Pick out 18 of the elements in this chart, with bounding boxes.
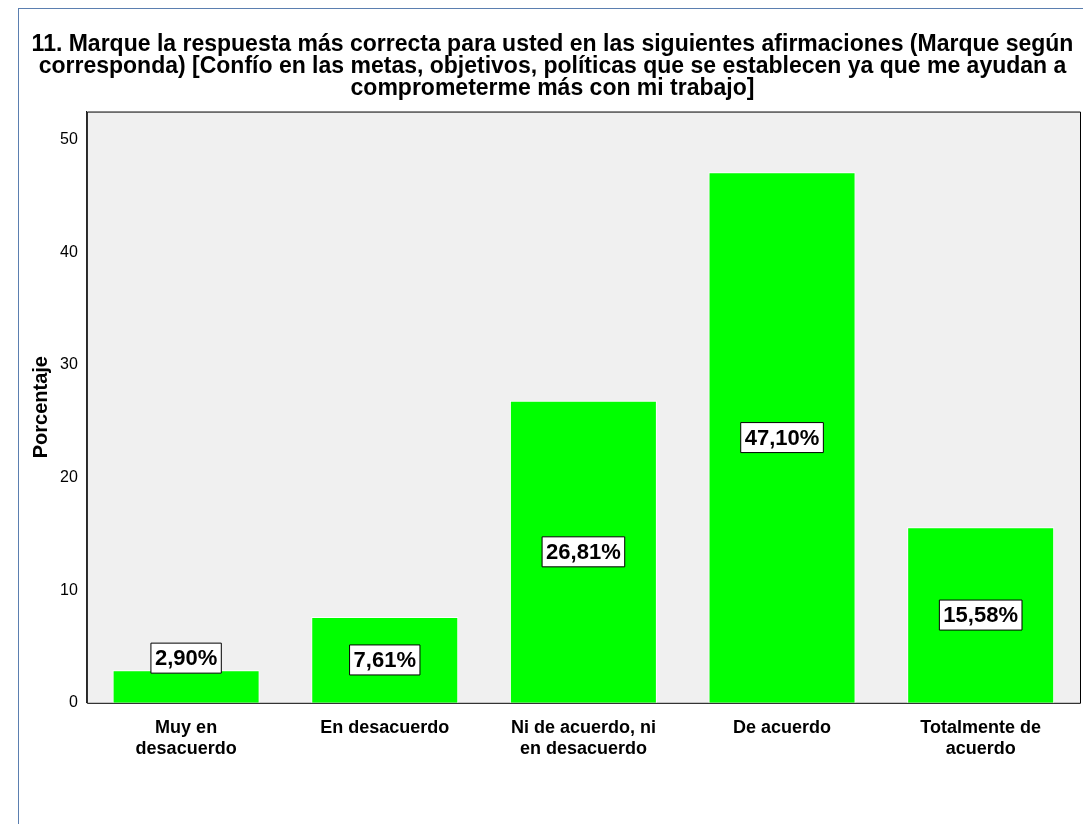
x-tick-label: En desacuerdo xyxy=(320,716,450,737)
y-tick-label: 20 xyxy=(60,467,78,485)
y-tick-label: 50 xyxy=(60,130,78,148)
x-tick-label: Muy en desacuerdo xyxy=(135,716,237,759)
y-tick-label: 10 xyxy=(60,580,78,598)
data-label: 2,90% xyxy=(154,645,218,671)
data-label: 47,10% xyxy=(744,424,820,450)
x-tick-label: Totalmente de acuerdo xyxy=(920,716,1042,759)
data-label: 7,61% xyxy=(353,647,416,673)
y-tick-label: 0 xyxy=(68,693,78,711)
y-tick-label: 40 xyxy=(60,242,78,260)
x-tick-label: Ni de acuerdo, ni en desacuerdo xyxy=(510,716,656,759)
data-label: 15,58% xyxy=(943,602,1018,628)
chart-title: 11. Marque la respuesta más correcta para usted en las siguientes afirmaciones (Marque según corresponda) [Confío en las metas, objetivos, políticas que se establecen ya que me ayudan a comprometerme más con mi trabajo] xyxy=(31,30,1074,100)
x-tick-label: De acuerdo xyxy=(733,716,832,737)
data-label: 26,81% xyxy=(546,538,621,564)
y-tick-label: 30 xyxy=(60,355,78,373)
y-axis-title: Porcentaje xyxy=(28,356,51,459)
